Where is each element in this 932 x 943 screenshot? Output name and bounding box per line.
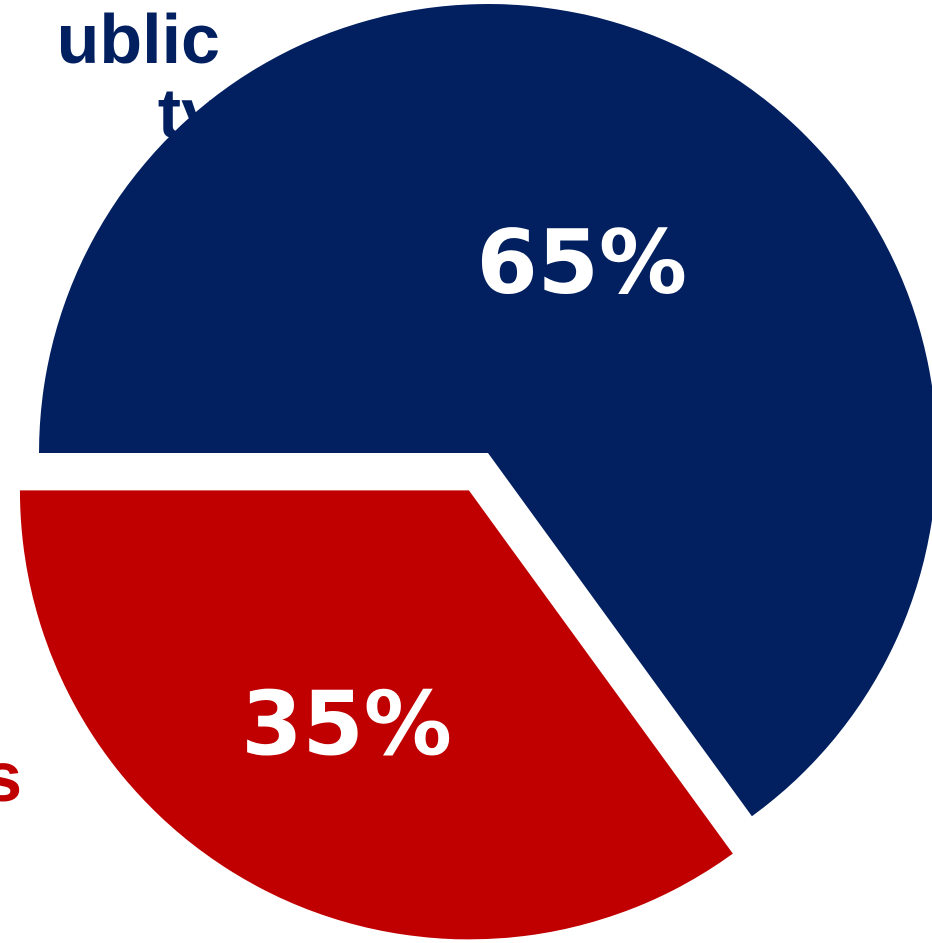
pie-data-label-35: 35% bbox=[241, 672, 452, 775]
pie-slice-65 bbox=[39, 4, 932, 817]
pie-data-labels: 65% 35% bbox=[241, 211, 687, 775]
series-label-red: s bbox=[0, 740, 22, 814]
series-label-red-line1: s bbox=[0, 738, 22, 816]
pie-slice-35 bbox=[19, 490, 733, 940]
series-label-blue-line1: ublic bbox=[56, 0, 220, 78]
pie-slices bbox=[19, 4, 932, 940]
pie-data-label-65: 65% bbox=[476, 211, 687, 314]
